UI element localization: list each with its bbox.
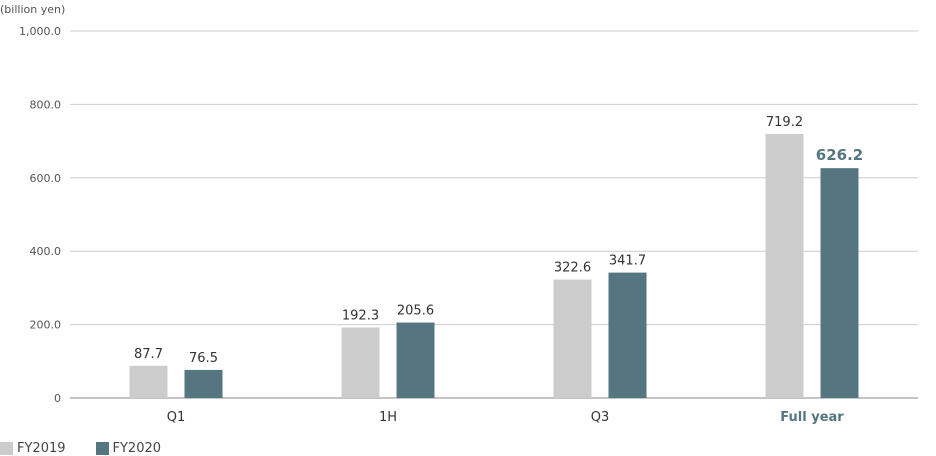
- y-axis-unit-label: (billion yen): [0, 3, 66, 16]
- bar-fy2020-full-year: [820, 168, 859, 398]
- data-label-fy2019-full-year: 719.2: [766, 115, 803, 130]
- bars: [129, 134, 859, 399]
- bar-fy2019-1h: [341, 327, 380, 398]
- x-tick-label-full-year: Full year: [780, 410, 844, 425]
- legend-label-fy2020: FY2020: [112, 441, 162, 456]
- data-labels: 87.7 76.5 192.3 205.6 322.6 341.7 719.2 626.2: [134, 115, 863, 366]
- bar-fy2020-q1: [184, 369, 223, 398]
- y-tick-label: 400.0: [30, 245, 62, 258]
- data-label-fy2019-q1: 87.7: [134, 347, 163, 362]
- x-tick-label-1h: 1H: [379, 410, 397, 425]
- data-label-fy2020-q3: 341.7: [609, 254, 646, 269]
- data-label-fy2019-1h: 192.3: [342, 308, 379, 323]
- bar-fy2019-full-year: [765, 134, 804, 399]
- legend: FY2019 FY2020: [0, 441, 191, 456]
- data-label-fy2020-q1: 76.5: [189, 351, 218, 366]
- legend-item-fy2019: FY2019: [0, 441, 66, 456]
- bar-fy2019-q1: [129, 365, 168, 398]
- legend-swatch-fy2020: [95, 442, 109, 455]
- y-tick-label: 200.0: [30, 319, 62, 332]
- legend-label-fy2019: FY2019: [17, 441, 66, 456]
- legend-item-fy2020: FY2020: [95, 441, 162, 456]
- legend-swatch-fy2019: [0, 442, 13, 455]
- bar-fy2019-q3: [553, 279, 592, 398]
- y-tick-label: 600.0: [30, 172, 62, 185]
- y-tick-label: 0: [54, 392, 61, 405]
- data-label-fy2020-full-year: 626.2: [816, 146, 863, 164]
- y-tick-label: 800.0: [30, 98, 62, 111]
- data-label-fy2019-q3: 322.6: [554, 261, 591, 276]
- data-label-fy2020-1h: 205.6: [397, 304, 434, 319]
- bar-fy2020-q3: [608, 272, 647, 398]
- x-tick-label-q1: Q1: [167, 410, 186, 425]
- x-tick-label-q3: Q3: [591, 410, 610, 425]
- y-tick-label: 1,000.0: [19, 25, 61, 38]
- bar-fy2020-1h: [396, 322, 435, 398]
- x-axis: Q1 1H Q3 Full year: [167, 410, 845, 425]
